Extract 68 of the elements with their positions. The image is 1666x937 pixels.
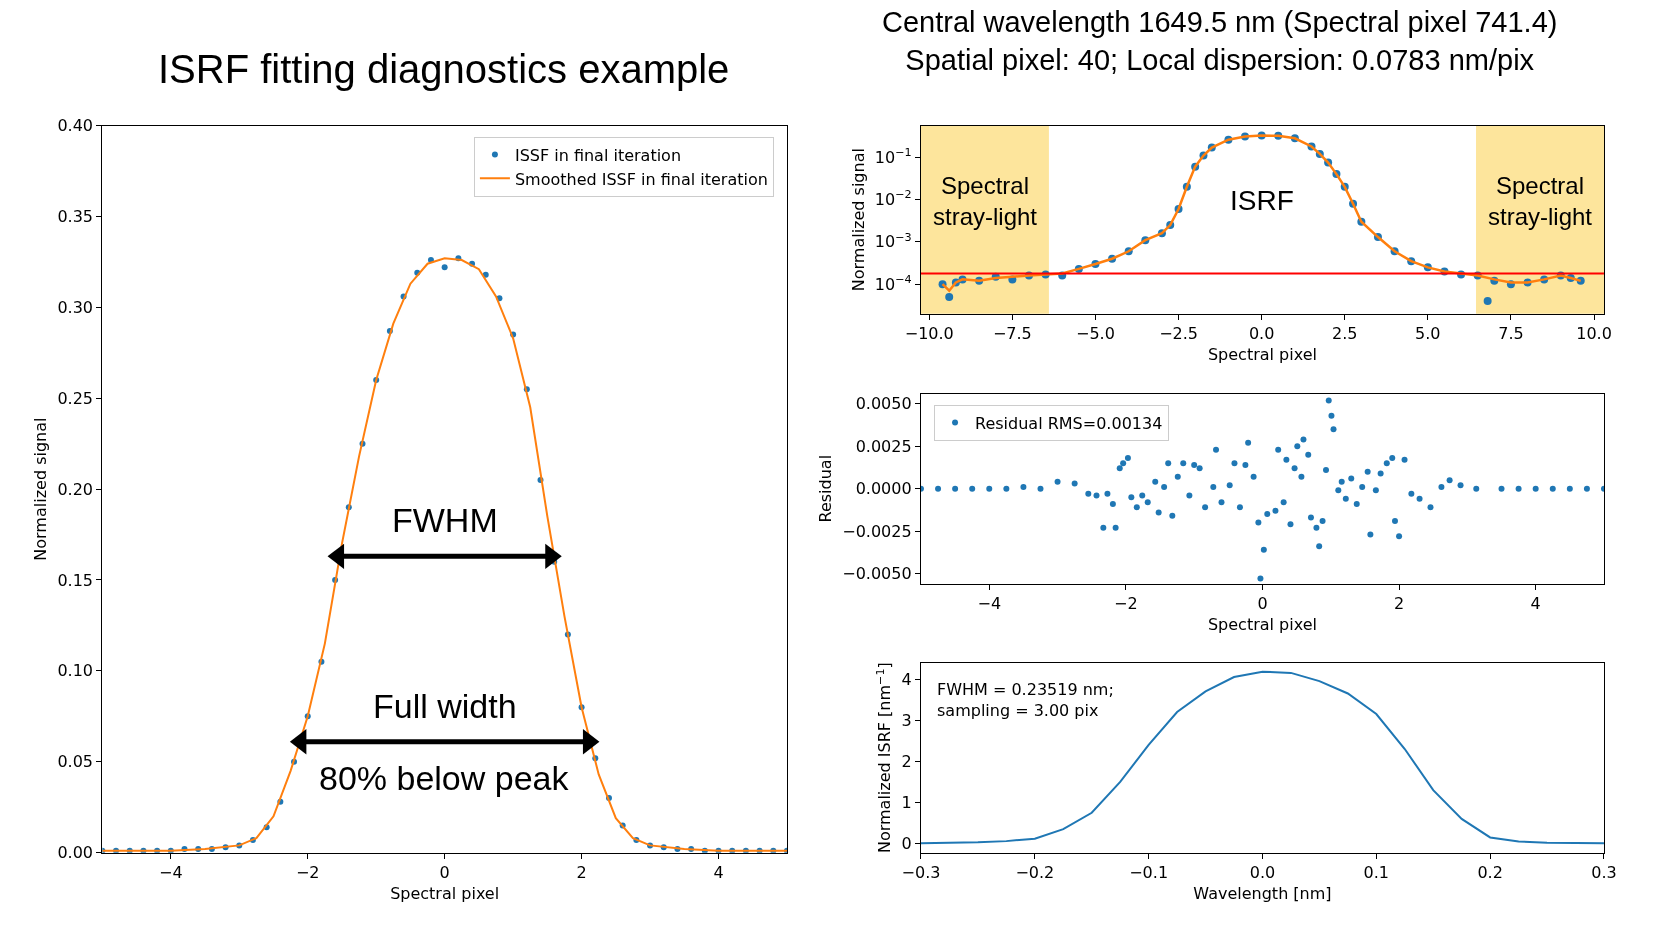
x-tick-label: 10.0 <box>1576 324 1612 344</box>
y-tick-label: 0.30 <box>57 297 94 317</box>
y-tick-label: −0.0050 <box>842 564 912 584</box>
x-tick-label: 2 <box>576 862 587 882</box>
x-tick-label: 0 <box>1257 593 1268 613</box>
chart-title: ISRF fitting diagnostics example <box>158 47 730 91</box>
x-tick-label: −0.2 <box>1015 862 1055 882</box>
y-axis-title: Normalized signal <box>31 417 51 561</box>
y-tick-label: 0.10 <box>57 661 94 681</box>
y-tick-label: 0.0050 <box>855 394 912 414</box>
y-tick-label: 0.40 <box>57 116 94 136</box>
y-tick-label: 0.0025 <box>855 436 912 456</box>
x-tick-label: 0.1 <box>1363 862 1390 882</box>
y-tick-label: 0.20 <box>57 479 94 499</box>
y-axis-title: Residual <box>816 454 836 523</box>
y-tick-label: 0.05 <box>57 752 94 772</box>
x-tick-label: 0.0 <box>1249 862 1276 882</box>
x-tick-label: −10.0 <box>904 324 954 344</box>
x-tick-label: 2.5 <box>1332 324 1358 344</box>
x-tick-label: −0.3 <box>901 862 941 882</box>
y-tick-label: 2 <box>901 751 912 771</box>
x-tick-label: 7.5 <box>1498 324 1524 344</box>
x-tick-label: 4 <box>713 862 724 882</box>
x-axis-title: Wavelength [nm] <box>1193 883 1332 903</box>
legend-label: Smoothed ISSF in final iteration <box>514 169 768 189</box>
annotation: 80% below peak <box>319 759 570 797</box>
y-tick-label: 0.25 <box>57 388 94 408</box>
x-tick-label: 2 <box>1393 593 1405 613</box>
x-axis-title: Spectral pixel <box>1207 614 1317 634</box>
y-tick-label: 4 <box>901 669 912 689</box>
y-tick-label: 1 <box>901 793 912 813</box>
y-tick-label: −0.0025 <box>842 521 912 541</box>
y-tick-label: 10$^{−1}$ <box>874 146 912 167</box>
y-tick-label: 10$^{−2}$ <box>874 188 912 210</box>
x-tick-label: −4 <box>977 593 1002 613</box>
x-tick-label: −0.1 <box>1129 862 1169 882</box>
x-tick-label: 5.0 <box>1415 324 1441 344</box>
annotation: Full width <box>373 687 517 725</box>
band-label: Spectral stray-light <box>1488 172 1593 231</box>
y-tick-label: 0 <box>901 834 912 854</box>
x-tick-label: −5.0 <box>1076 324 1115 344</box>
band-label: Spectral stray-light <box>933 172 1038 231</box>
y-tick-label: 0.0000 <box>855 479 912 499</box>
legend-label: ISSF in final iteration <box>514 145 682 165</box>
y-tick-label: 10$^{−3}$ <box>874 230 912 252</box>
x-tick-label: 4 <box>1530 593 1541 613</box>
x-tick-label: −2 <box>1114 593 1138 613</box>
annotation: FWHM = 0.23519 nm; sampling = 3.00 pix <box>937 680 1114 720</box>
x-tick-label: 0.3 <box>1591 862 1617 882</box>
y-tick-label: 3 <box>901 710 912 730</box>
x-tick-label: −4 <box>159 862 183 882</box>
x-tick-label: 0.0 <box>1248 324 1275 344</box>
x-tick-label: 0 <box>439 862 450 882</box>
x-axis-title: Spectral pixel <box>1207 344 1317 364</box>
annotation: ISRF <box>1230 185 1294 216</box>
y-tick-label: 10$^{−4}$ <box>874 273 912 294</box>
legend-label: Residual RMS=0.00134 <box>975 413 1163 433</box>
annotation: FWHM <box>392 501 498 539</box>
y-tick-label: 0.15 <box>57 570 94 590</box>
x-tick-label: −2 <box>295 862 320 882</box>
y-tick-label: 0.35 <box>57 207 94 227</box>
x-tick-label: 0.2 <box>1477 862 1503 882</box>
x-axis-title: Spectral pixel <box>390 883 500 903</box>
y-axis-title: Normalized signal <box>848 148 868 292</box>
y-tick-label: 0.00 <box>57 843 94 863</box>
x-tick-label: −7.5 <box>992 324 1032 344</box>
chart-title: Central wavelength 1649.5 nm (Spectral pixel 741.4) Spatial pixel: 40; Local dispersion: 0.0783 nm/pix <box>882 6 1558 76</box>
x-tick-label: −2.5 <box>1159 324 1198 344</box>
